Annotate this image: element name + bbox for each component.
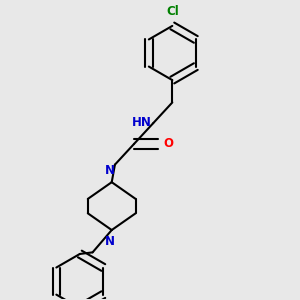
Text: O: O xyxy=(164,137,174,150)
Text: HN: HN xyxy=(132,116,152,129)
Text: N: N xyxy=(105,235,115,248)
Text: Cl: Cl xyxy=(166,5,179,18)
Text: N: N xyxy=(105,164,115,177)
